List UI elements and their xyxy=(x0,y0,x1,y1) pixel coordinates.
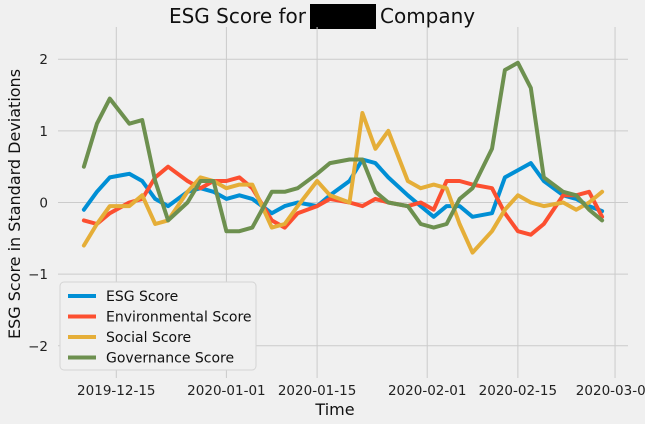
x-tick-label: 2020-01-01 xyxy=(187,383,265,399)
x-tick-label: 2020-02-01 xyxy=(388,383,466,399)
chart-title-suffix: Company xyxy=(380,4,475,28)
series-line-governance-score xyxy=(81,60,605,234)
x-tick-label: 2020-01-15 xyxy=(278,383,356,399)
y-tick-label: 0 xyxy=(39,196,48,212)
y-axis-label: ESG Score in Standard Deviations xyxy=(5,69,24,339)
x-tick-label: 2020-03-01 xyxy=(576,383,645,399)
legend-box xyxy=(59,281,257,371)
x-tick-label: 2020-02-15 xyxy=(479,383,557,399)
legend-label: Governance Score xyxy=(106,351,234,367)
title-redaction-block xyxy=(310,4,376,29)
chart-title-prefix: ESG Score for xyxy=(169,4,307,28)
legend-label: Environmental Score xyxy=(106,310,252,326)
x-axis-label: Time xyxy=(314,400,354,419)
y-tick-label: −2 xyxy=(28,339,48,355)
legend-label: Social Score xyxy=(106,330,191,346)
x-tick-label: 2019-12-15 xyxy=(77,383,155,399)
x-tick-labels: 2019-12-15 2020-01-01 2020-01-15 2020-02-01… xyxy=(77,383,645,399)
y-tick-label: −1 xyxy=(28,267,48,283)
series-lines xyxy=(81,60,605,255)
legend-label: ESG Score xyxy=(106,289,178,305)
legend: ESG Score Environmental Score Social Score… xyxy=(59,281,257,371)
y-tick-label: 1 xyxy=(39,124,48,140)
y-tick-labels: −2 −1 0 1 2 xyxy=(28,52,48,355)
series-line-esg-score xyxy=(81,157,605,219)
y-tick-label: 2 xyxy=(39,52,48,68)
